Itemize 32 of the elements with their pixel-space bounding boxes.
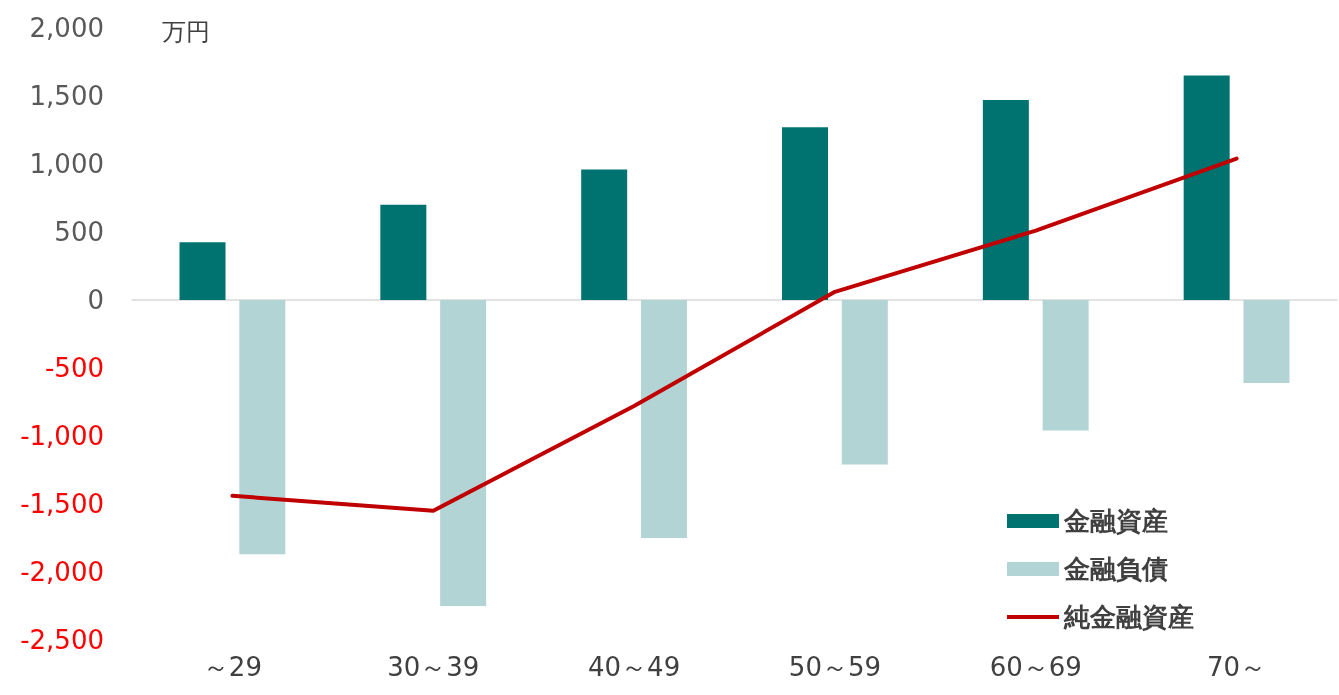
x-tick-label: 30～39 bbox=[387, 652, 480, 682]
bar bbox=[380, 204, 427, 300]
bar bbox=[179, 242, 226, 300]
legend-label: 純金融資産 bbox=[1063, 602, 1194, 632]
legend-label: 金融資産 bbox=[1063, 506, 1168, 536]
x-tick-label: 70～ bbox=[1207, 652, 1267, 682]
bar bbox=[782, 127, 829, 300]
x-tick-label: 50～59 bbox=[788, 652, 881, 682]
y-tick-label: 500 bbox=[54, 217, 104, 247]
y-tick-label: -2,000 bbox=[20, 557, 104, 587]
y-tick-label: 1,000 bbox=[29, 149, 104, 179]
bar bbox=[1243, 300, 1290, 383]
bar bbox=[239, 300, 286, 555]
y-tick-label: -500 bbox=[44, 353, 104, 383]
x-tick-label: 40～49 bbox=[588, 652, 681, 682]
x-tick-label: ～29 bbox=[202, 652, 262, 682]
y-tick-label: 2,000 bbox=[29, 13, 104, 43]
bar bbox=[982, 100, 1029, 300]
y-tick-label: 1,500 bbox=[29, 81, 104, 111]
x-tick-label: 60～69 bbox=[989, 652, 1082, 682]
y-tick-label: 0 bbox=[87, 285, 104, 315]
bar bbox=[841, 300, 888, 465]
legend-label: 金融負債 bbox=[1063, 554, 1168, 584]
y-tick-label: -2,500 bbox=[20, 625, 104, 655]
bar bbox=[581, 169, 628, 300]
bar bbox=[440, 300, 487, 606]
bar bbox=[640, 300, 687, 538]
y-tick-label: -1,500 bbox=[20, 489, 104, 519]
bar bbox=[1042, 300, 1089, 431]
bar bbox=[1183, 75, 1230, 300]
y-tick-label: -1,000 bbox=[20, 421, 104, 451]
y-axis-title: 万円 bbox=[162, 18, 210, 46]
